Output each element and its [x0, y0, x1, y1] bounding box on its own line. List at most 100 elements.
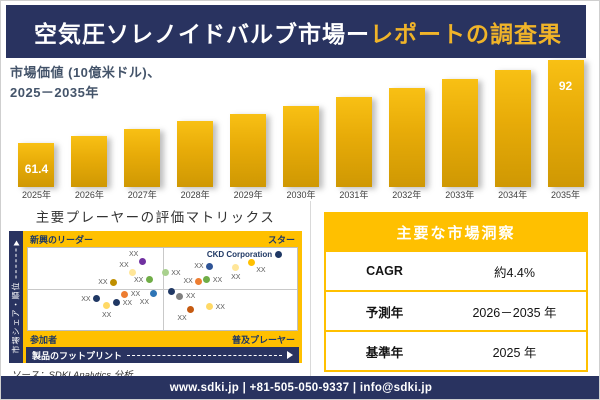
- insights-label: 基準年: [365, 345, 404, 360]
- y-axis-dashed-line: [15, 248, 17, 279]
- matrix-point-label: CKD Corporation: [206, 250, 273, 260]
- matrix-point-dot: [138, 258, 146, 266]
- matrix-point-label: XX: [102, 311, 112, 319]
- bar-slot: [486, 58, 539, 187]
- insights-value: 約4.4%: [494, 265, 535, 280]
- bar-2025年: 61.4: [18, 142, 55, 187]
- matrix-point-label: XX: [185, 293, 196, 301]
- matrix-point-label: XX: [81, 295, 91, 303]
- bar-2032年: [388, 88, 425, 187]
- quadrant-label-participants: 参加者: [30, 334, 58, 345]
- bar-2026年: [71, 136, 108, 187]
- bar-slot: [222, 58, 275, 187]
- matrix-x-axis-bar: 製品のフットプリント: [26, 347, 299, 363]
- matrix-title: 主要プレーヤーの評価マトリックス: [35, 210, 276, 225]
- page-title: 空気圧ソレノイドバルブ市場ーレポートの調査果: [34, 15, 562, 49]
- x-axis-tick-label: 2026年: [74, 190, 104, 200]
- x-axis-tick-label: 2030年: [286, 190, 316, 200]
- insights-row-forecast-years: 予測年 2026－2035 年: [326, 290, 586, 330]
- bar-data-label: 61.4: [24, 161, 49, 176]
- bar-2030年: [282, 105, 319, 187]
- bar-chart-section: 市場価値 (10億米ドル)、 2025－2035年 61.4 92 2025年 20…: [6, 58, 596, 201]
- x-axis-tick-label: 2032年: [392, 190, 422, 200]
- x-axis-dashed-line: [127, 354, 282, 356]
- matrix-point-dot: [206, 303, 214, 311]
- matrix-point-label: XX: [231, 273, 241, 281]
- matrix-point-label: XX: [256, 266, 266, 274]
- matrix-y-axis-text: 市場シェア・順位: [11, 281, 21, 354]
- bar-2033年: [441, 79, 478, 187]
- matrix-point-dot: [203, 276, 211, 284]
- x-axis-tick-label: 2028年: [180, 190, 210, 200]
- matrix-point-dot: [161, 269, 169, 277]
- matrix-point-dot: [129, 269, 137, 277]
- matrix-scatter-plot: XX XX XX XX CKD Corporation XX XX XX XX XX XX XX XX X…: [27, 247, 298, 331]
- y-axis-arrow-icon: [13, 240, 19, 246]
- matrix-point-label: XX: [133, 276, 144, 284]
- matrix-point-dot: [176, 292, 184, 300]
- bar-slot: [63, 58, 116, 187]
- bar-slot: [380, 58, 433, 187]
- matrix-point-label: XX: [177, 314, 187, 322]
- matrix-point-label: XX: [119, 261, 129, 269]
- bar-slot: 92: [539, 58, 592, 187]
- bar-slot: [116, 58, 169, 187]
- x-axis-tick-label: 2029年: [233, 190, 263, 200]
- bar-data-label: 92: [558, 79, 573, 94]
- insights-label: 予測年: [365, 305, 404, 320]
- bar-2028年: [177, 121, 214, 187]
- insights-value: 2025 年: [492, 345, 537, 360]
- matrix-point-dot: [113, 299, 121, 307]
- header-banner: 空気圧ソレノイドバルブ市場ーレポートの調査果: [6, 5, 586, 58]
- matrix-point-label: XX: [171, 269, 181, 277]
- matrix-point-dot: [187, 306, 195, 313]
- bar-2035年: 92: [547, 60, 584, 187]
- chart-title: 市場価値 (10億米ドル)、 2025－2035年: [10, 65, 161, 100]
- bar-2027年: [124, 128, 161, 187]
- matrix-point-label: XX: [139, 298, 150, 306]
- x-axis-tick-label: 2033年: [445, 190, 475, 200]
- footer-contact-bar: www.sdki.jp | +81-505-050-9337 | info@sd…: [1, 376, 599, 399]
- matrix-point-label: XX: [212, 276, 223, 284]
- x-axis-tick-label: 2035年: [551, 190, 581, 200]
- x-axis-tick-label: 2031年: [339, 190, 369, 200]
- page-title-accent: レポートの調査果: [370, 20, 562, 47]
- insights-value: 2026－2035 年: [472, 305, 557, 320]
- evaluation-matrix: 市場シェア・順位 新興のリーダー スター XX XX XX XX CKD Corpora…: [9, 231, 302, 363]
- insights-row-cagr: CAGR 約4.4%: [326, 250, 586, 290]
- x-axis-labels: 2025年 2026年 2027年 2028年 2029年 2030年 2031年 2032年…: [10, 188, 592, 201]
- x-axis-arrow-icon: [287, 351, 293, 359]
- bar-slot: 61.4: [10, 58, 63, 187]
- bar-2031年: [335, 97, 372, 187]
- matrix-point-dot: [168, 288, 176, 296]
- insights-table: 主要な市場洞察 CAGR 約4.4% 予測年 2026－2035 年 基準年 2…: [324, 212, 588, 372]
- quadrant-label-pervasive-players: 普及プレーヤー: [231, 334, 295, 345]
- quadrant-label-star: スター: [267, 234, 295, 245]
- source-note: ソース：SDKI Analytics 分析: [9, 363, 302, 381]
- matrix-point-label: XX: [98, 279, 108, 287]
- matrix-point-label: XX: [130, 291, 141, 299]
- matrix-body: 新興のリーダー スター XX XX XX XX CKD Corporation XX XX X…: [23, 231, 302, 363]
- matrix-point-dot: [247, 259, 255, 267]
- insights-panel: 主要な市場洞察 CAGR 約4.4% 予測年 2026－2035 年 基準年 2…: [311, 201, 599, 378]
- bar-slot: [433, 58, 486, 187]
- x-axis-tick-label: 2034年: [498, 190, 528, 200]
- matrix-top-band: 新興のリーダー スター: [26, 231, 299, 247]
- quadrant-label-emerging-leaders: 新興のリーダー: [30, 234, 94, 245]
- insights-row-base-year: 基準年 2025 年: [326, 330, 586, 370]
- matrix-y-axis-label: 市場シェア・順位: [11, 240, 22, 354]
- matrix-point-dot: [274, 250, 282, 258]
- bar-slot: [275, 58, 328, 187]
- matrix-y-axis-bar: 市場シェア・順位: [9, 231, 23, 363]
- bar-2029年: [230, 113, 267, 187]
- x-axis-tick-label: 2027年: [127, 190, 157, 200]
- matrix-point-dot: [93, 295, 101, 303]
- matrix-point-dot: [231, 264, 239, 272]
- matrix-point-dot: [206, 262, 214, 270]
- bar-2034年: [494, 69, 531, 187]
- page-title-main: 空気圧ソレノイドバルブ市場ー: [34, 20, 370, 47]
- matrix-point-dot: [121, 290, 129, 298]
- matrix-point-dot: [145, 276, 153, 284]
- matrix-point-label: XX: [128, 250, 139, 258]
- matrix-x-axis-text: 製品のフットプリント: [32, 350, 123, 361]
